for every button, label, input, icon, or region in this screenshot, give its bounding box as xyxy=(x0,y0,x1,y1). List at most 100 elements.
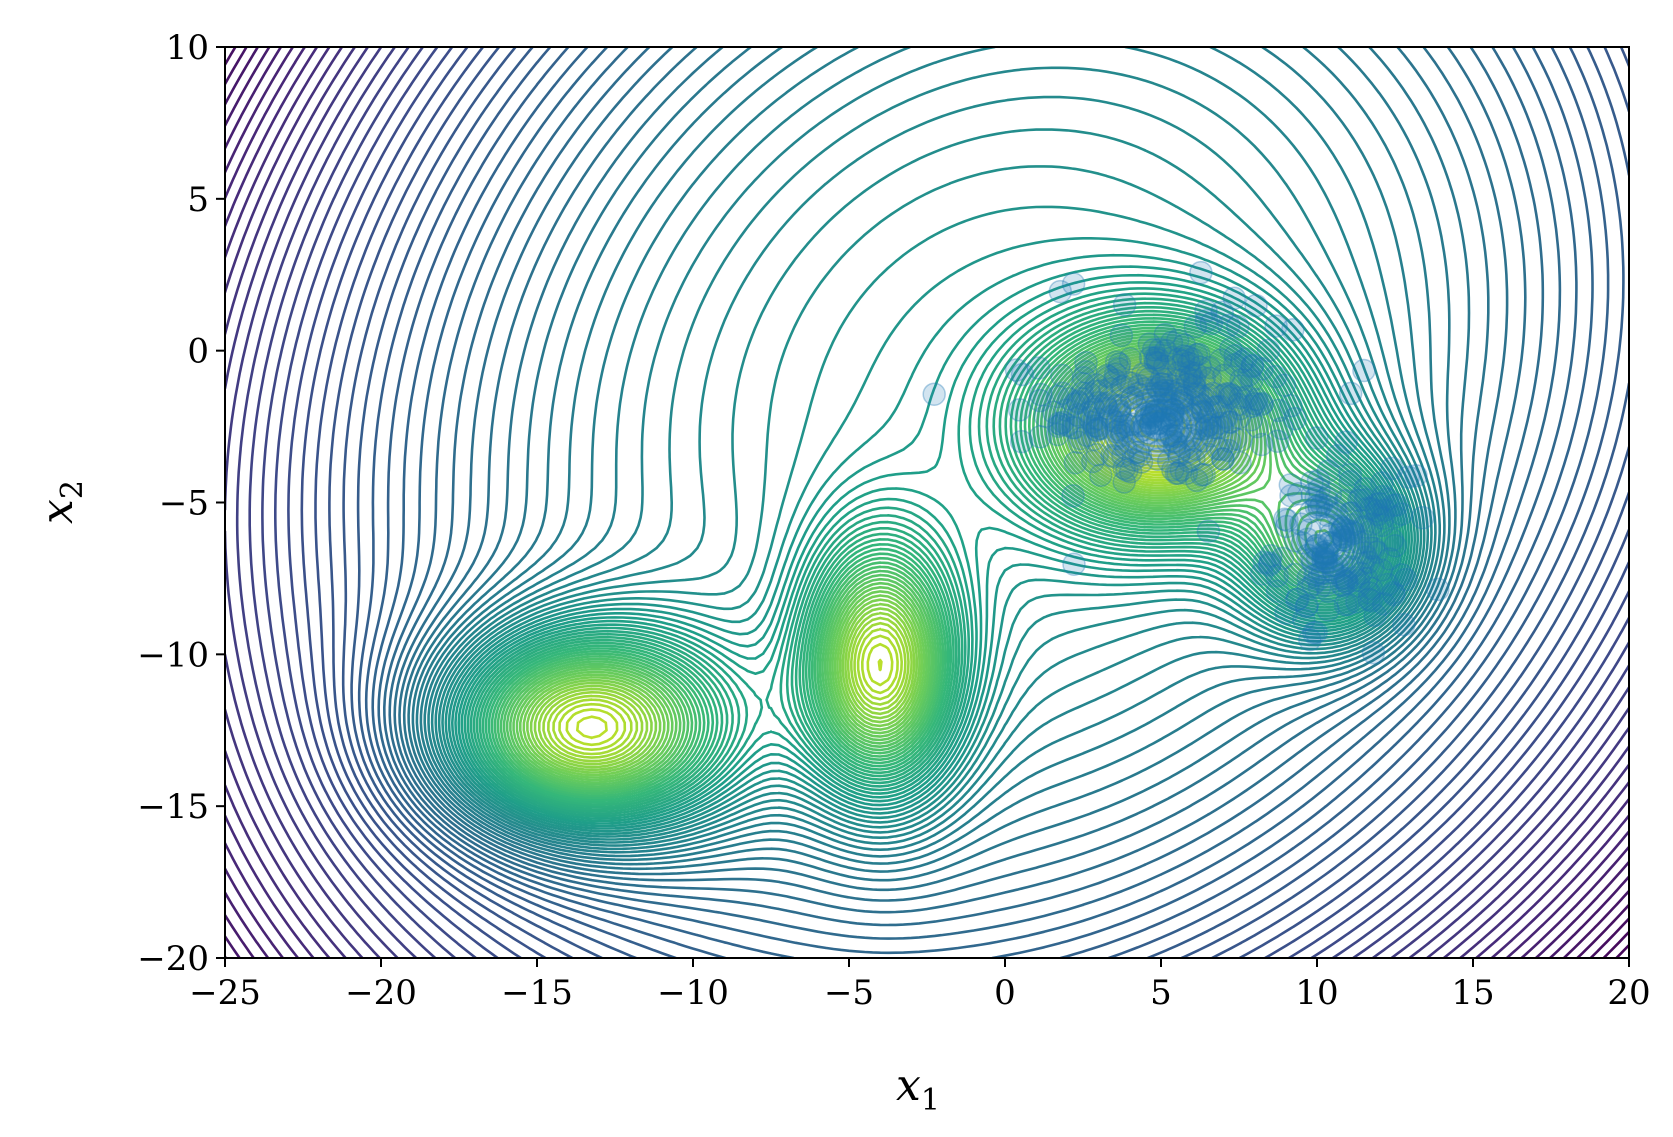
scatter-point xyxy=(1070,381,1095,406)
contour-level xyxy=(402,47,1490,892)
scatter-point xyxy=(1392,612,1416,637)
contour-level xyxy=(371,47,1594,958)
scatter-point xyxy=(1338,381,1363,406)
scatter-point xyxy=(1055,413,1080,438)
scatter-point xyxy=(1137,367,1161,391)
scatter-point xyxy=(922,382,946,406)
scatter-point xyxy=(1298,627,1322,652)
scatter-point xyxy=(1263,364,1288,389)
scatter-point xyxy=(1359,576,1384,601)
contour-level xyxy=(261,47,1629,958)
contour-level xyxy=(407,47,1471,882)
contour-level xyxy=(314,47,1629,958)
contour-level xyxy=(444,205,1419,836)
contour-level xyxy=(225,47,1629,958)
contour-level xyxy=(225,47,1629,958)
scatter-point xyxy=(1426,577,1450,602)
scatter-point xyxy=(1153,386,1177,411)
scatter-point xyxy=(1050,381,1075,405)
scatter-point xyxy=(1028,382,1053,407)
x-tick-label: −20 xyxy=(345,973,417,1013)
scatter-point xyxy=(1196,519,1221,543)
contour-level xyxy=(537,361,1241,766)
scatter-point xyxy=(1355,496,1380,521)
contour-level xyxy=(490,323,1379,800)
contour-level xyxy=(287,47,1629,958)
contour-level xyxy=(225,47,1629,958)
scatter-point xyxy=(1165,328,1190,353)
contour-level xyxy=(505,338,1364,789)
scatter-point xyxy=(1112,293,1137,317)
contour-level xyxy=(1104,384,1212,468)
contour-level xyxy=(493,326,1376,798)
contour-level xyxy=(522,351,1343,777)
y-tick-label: −10 xyxy=(137,635,209,675)
x-tick-label: −10 xyxy=(657,973,729,1013)
scatter-point xyxy=(1307,575,1332,600)
contour-level xyxy=(393,47,1527,914)
contour-level xyxy=(519,348,1349,779)
contour-level xyxy=(341,47,1629,958)
y-tick-label: −20 xyxy=(137,939,209,979)
scatter-point xyxy=(1131,362,1155,386)
contour-level xyxy=(328,47,1629,958)
scatter-point xyxy=(1162,429,1187,453)
contour-level xyxy=(1129,403,1187,448)
y-axis-label-main: x xyxy=(32,499,83,524)
contour-level xyxy=(447,237,1416,833)
contour-level xyxy=(460,281,1405,823)
contour-level xyxy=(515,346,1353,782)
scatter-point xyxy=(1389,502,1414,526)
x-tick-label: −25 xyxy=(189,973,261,1013)
contour-level xyxy=(475,306,1392,811)
contour-level xyxy=(225,47,1629,958)
contour-level xyxy=(423,47,1441,854)
y-tick-label: 10 xyxy=(166,28,209,68)
scatter-point xyxy=(1275,508,1299,533)
scatter-point xyxy=(1380,456,1404,481)
scatter-point xyxy=(1120,412,1145,437)
contour-level xyxy=(430,66,1433,847)
scatter-point xyxy=(1026,356,1051,380)
scatter-point xyxy=(1071,371,1095,396)
contour-level xyxy=(225,47,1629,958)
contour-level xyxy=(484,317,1384,804)
contour-level xyxy=(1589,917,1629,958)
contour-level xyxy=(1108,387,1208,465)
scatter-point xyxy=(1217,382,1242,406)
scatter-point xyxy=(1178,367,1202,391)
contour-level xyxy=(411,47,1457,873)
contour-level xyxy=(481,313,1387,807)
contour-level xyxy=(248,47,1629,958)
scatter-point xyxy=(1085,407,1110,431)
scatter-point xyxy=(1223,352,1247,377)
scatter-point xyxy=(1361,641,1386,665)
scatter-point xyxy=(1316,598,1340,622)
y-axis-ticks: −20 −15 −10 −5 0 5 10 xyxy=(137,28,225,979)
contour-level xyxy=(415,47,1451,865)
y-axis-label-subscript: 2 xyxy=(55,480,90,499)
scatter-point xyxy=(1294,594,1319,619)
y-tick-label: −15 xyxy=(137,787,209,827)
scatter-point xyxy=(1394,567,1418,592)
x-axis-label-main: x xyxy=(896,1060,921,1111)
contour-level xyxy=(441,165,1423,838)
scatter-point xyxy=(1095,363,1119,388)
contour-level xyxy=(509,340,1361,786)
contour-level xyxy=(377,47,1578,955)
scatter-point xyxy=(1336,592,1360,617)
contour-level xyxy=(364,47,1610,958)
scatter-point xyxy=(1305,426,1329,450)
scatter-point xyxy=(1152,378,1177,403)
scatter-point xyxy=(1338,470,1362,494)
scatter-point xyxy=(1118,459,1143,484)
contour-level xyxy=(565,375,1223,747)
x-tick-label: 15 xyxy=(1451,973,1494,1013)
scatter-point xyxy=(1249,392,1274,417)
scatter-point xyxy=(1201,415,1226,440)
x-tick-label: −5 xyxy=(824,973,874,1013)
y-tick-label: −5 xyxy=(159,484,209,524)
scatter-point xyxy=(1211,447,1235,471)
contour-level xyxy=(487,320,1381,802)
